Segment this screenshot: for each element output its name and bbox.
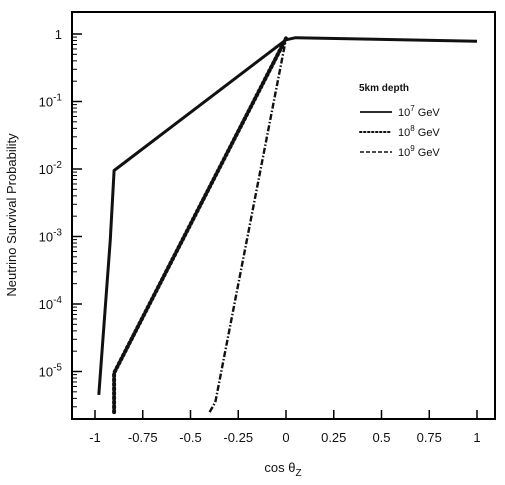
y-tick-label: 10-1 <box>39 93 63 110</box>
x-tick-label: -0.75 <box>128 430 158 445</box>
legend-label-3: 109 GeV <box>398 144 440 159</box>
legend-label-2: 108 GeV <box>398 124 440 139</box>
x-tick-label: 1 <box>473 430 480 445</box>
legend: 5km depth 107 GeV 108 GeV 109 GeV <box>359 83 440 159</box>
legend-title: 5km depth <box>359 83 409 94</box>
x-tick-label: 0.5 <box>372 430 390 445</box>
x-tick-label: 0.25 <box>321 430 346 445</box>
tick-layer: -1 -0.75 -0.5 -0.25 0 0.25 0.5 0.75 1 10-5 10-4 10-… <box>39 27 481 445</box>
series-line-3 <box>208 38 288 413</box>
x-tick-label: -0.5 <box>179 430 201 445</box>
legend-label-1: 107 GeV <box>398 104 440 119</box>
y-axis-label: Neutrino Survival Probability <box>4 133 19 297</box>
x-axis-label: cos θZ <box>264 460 301 479</box>
y-tick-label: 10-4 <box>39 295 63 312</box>
y-tick-label: 10-3 <box>39 228 63 245</box>
y-tick-label: 10-5 <box>39 363 63 380</box>
series-line-1 <box>97 36 478 396</box>
plot-frame <box>71 11 496 420</box>
x-tick-label: -0.25 <box>223 430 253 445</box>
series-layer <box>97 36 478 415</box>
x-tick-label: -1 <box>89 430 101 445</box>
series-line-2 <box>112 36 288 415</box>
x-tick-label: 0 <box>282 430 289 445</box>
y-tick-label: 10-2 <box>39 160 63 177</box>
y-tick-label: 1 <box>55 27 62 42</box>
x-tick-label: 0.75 <box>417 430 442 445</box>
